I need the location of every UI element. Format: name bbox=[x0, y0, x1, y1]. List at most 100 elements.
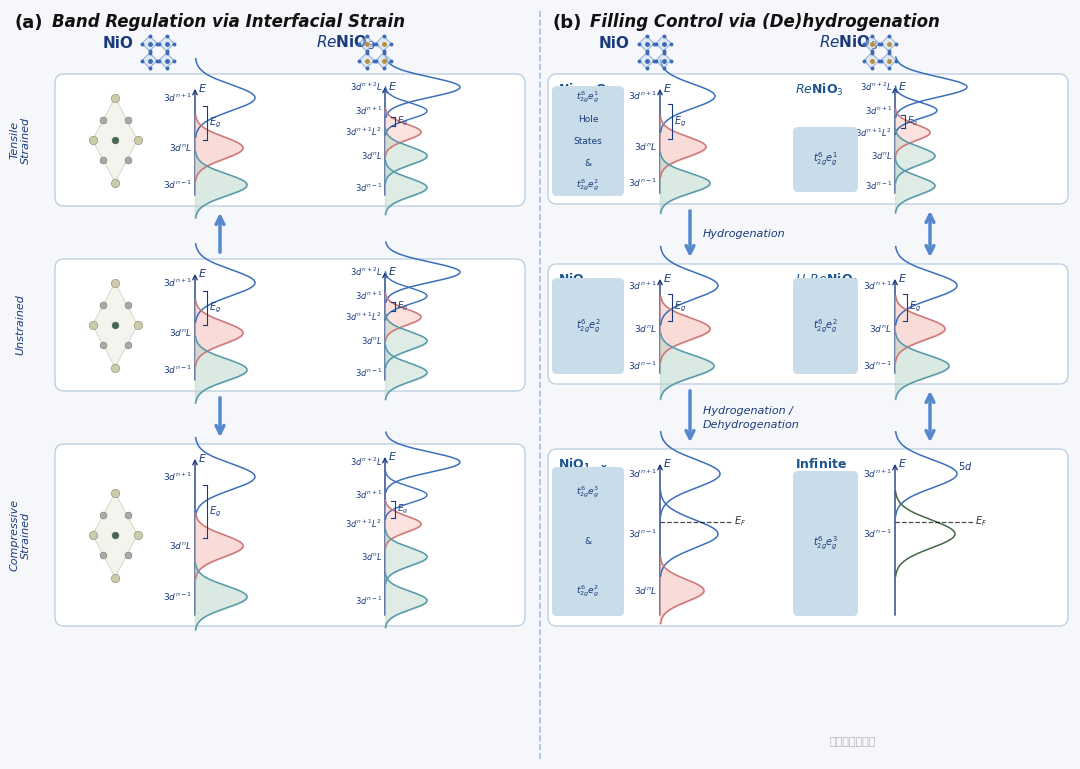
Text: $\mathit{Re}$NiO$_3$: $\mathit{Re}$NiO$_3$ bbox=[819, 34, 877, 52]
Text: $3d^{n+1}L^2$: $3d^{n+1}L^2$ bbox=[346, 518, 382, 531]
Text: $\mathbf{-layer}$: $\mathbf{-layer}$ bbox=[795, 471, 842, 488]
Text: $5d$: $5d$ bbox=[958, 460, 972, 471]
Text: $E_g$: $E_g$ bbox=[907, 115, 918, 128]
Text: $E$: $E$ bbox=[663, 82, 672, 94]
Text: $3d^{n+2}L$: $3d^{n+2}L$ bbox=[350, 266, 382, 278]
Text: $3d^{n+1}$: $3d^{n+1}$ bbox=[354, 290, 382, 302]
Text: $E_g$: $E_g$ bbox=[397, 300, 408, 313]
Text: $3d^{n+1}$: $3d^{n+1}$ bbox=[163, 277, 192, 289]
Text: $t_{2g}^6e_g^2$: $t_{2g}^6e_g^2$ bbox=[577, 584, 599, 599]
FancyBboxPatch shape bbox=[548, 449, 1068, 626]
Text: $E$: $E$ bbox=[388, 265, 397, 277]
Polygon shape bbox=[159, 53, 174, 68]
Polygon shape bbox=[93, 98, 137, 182]
FancyBboxPatch shape bbox=[548, 74, 1068, 204]
Text: $\mathbf{Ni_{1-x}O}$: $\mathbf{Ni_{1-x}O}$ bbox=[558, 82, 608, 98]
Text: Filling Control via (De)hydrogenation: Filling Control via (De)hydrogenation bbox=[590, 13, 940, 31]
Text: $t_{2g}^6e_g^1$: $t_{2g}^6e_g^1$ bbox=[577, 89, 599, 105]
Polygon shape bbox=[359, 36, 374, 52]
Text: (b): (b) bbox=[552, 14, 581, 32]
Text: $3d^{n+1}$: $3d^{n+1}$ bbox=[865, 105, 892, 117]
Polygon shape bbox=[93, 282, 137, 368]
Text: Unstrained: Unstrained bbox=[15, 295, 25, 355]
Text: $3d^nL$: $3d^nL$ bbox=[361, 151, 382, 161]
Text: $t_{2g}^6e_g^3$: $t_{2g}^6e_g^3$ bbox=[577, 484, 599, 500]
Text: $3d^{n+1}L^2$: $3d^{n+1}L^2$ bbox=[855, 126, 892, 138]
Polygon shape bbox=[159, 36, 174, 52]
Text: $\mathit{Re}$NiO$_3$: $\mathit{Re}$NiO$_3$ bbox=[315, 34, 375, 52]
Text: $3d^{n+1}$: $3d^{n+1}$ bbox=[627, 279, 657, 291]
Polygon shape bbox=[656, 36, 671, 52]
Text: $\mathbf{Infinite}$: $\mathbf{Infinite}$ bbox=[795, 457, 848, 471]
Text: $E_F$: $E_F$ bbox=[975, 514, 987, 528]
FancyBboxPatch shape bbox=[793, 471, 858, 616]
Polygon shape bbox=[376, 53, 391, 68]
Text: $3d^{n-1}$: $3d^{n-1}$ bbox=[354, 594, 382, 607]
Text: $3d^nL$: $3d^nL$ bbox=[869, 323, 892, 335]
Polygon shape bbox=[881, 53, 896, 68]
Text: $E_g$: $E_g$ bbox=[210, 115, 221, 130]
Text: $3d^{n-1}$: $3d^{n-1}$ bbox=[163, 364, 192, 376]
Text: $3d^{n+1}L^2$: $3d^{n+1}L^2$ bbox=[346, 126, 382, 138]
Text: $E_g$: $E_g$ bbox=[674, 300, 686, 315]
Text: $3d^{n-1}$: $3d^{n-1}$ bbox=[163, 591, 192, 603]
Text: Band Regulation via Interfacial Strain: Band Regulation via Interfacial Strain bbox=[52, 13, 405, 31]
Text: Compressive
Strained: Compressive Strained bbox=[10, 499, 31, 571]
Polygon shape bbox=[141, 53, 158, 68]
Text: $3d^{n-1}$: $3d^{n-1}$ bbox=[865, 180, 892, 192]
Text: $E$: $E$ bbox=[198, 82, 207, 94]
Polygon shape bbox=[93, 492, 137, 578]
Polygon shape bbox=[864, 36, 879, 52]
Text: $3d^nL$: $3d^nL$ bbox=[170, 541, 192, 551]
FancyBboxPatch shape bbox=[552, 278, 624, 374]
Polygon shape bbox=[881, 36, 896, 52]
Text: $E_g$: $E_g$ bbox=[210, 504, 221, 518]
Text: $3d^{n+1}$: $3d^{n+1}$ bbox=[354, 489, 382, 501]
Text: Tensile
Strained: Tensile Strained bbox=[10, 116, 31, 164]
Polygon shape bbox=[864, 53, 879, 68]
Text: $3d^nL$: $3d^nL$ bbox=[634, 141, 657, 152]
Text: $3d^{n-1}$: $3d^{n-1}$ bbox=[627, 360, 657, 372]
Text: $3d^{n+1}$: $3d^{n+1}$ bbox=[627, 90, 657, 102]
Text: $3d^{n-1}$: $3d^{n-1}$ bbox=[354, 366, 382, 378]
Text: $3d^nL$: $3d^nL$ bbox=[361, 335, 382, 346]
FancyBboxPatch shape bbox=[55, 259, 525, 391]
Text: $3d^{n-1}$: $3d^{n-1}$ bbox=[354, 181, 382, 194]
FancyBboxPatch shape bbox=[552, 86, 624, 196]
FancyBboxPatch shape bbox=[55, 74, 525, 206]
Text: $E$: $E$ bbox=[388, 450, 397, 462]
Text: $E_g$: $E_g$ bbox=[909, 300, 921, 315]
Text: Hole: Hole bbox=[578, 115, 598, 124]
Text: $\mathbf{NiO_{1-x}}$: $\mathbf{NiO_{1-x}}$ bbox=[558, 457, 608, 473]
Text: States: States bbox=[573, 137, 603, 145]
Text: $3d^{n+1}$: $3d^{n+1}$ bbox=[863, 468, 892, 480]
Text: Hydrogenation /: Hydrogenation / bbox=[703, 405, 793, 415]
Text: $E_F$: $E_F$ bbox=[734, 514, 746, 528]
Text: $t_{2g}^6e_g^2$: $t_{2g}^6e_g^2$ bbox=[813, 318, 838, 335]
Text: $t_{2g}^6e_g^3$: $t_{2g}^6e_g^3$ bbox=[813, 534, 838, 552]
Text: $3d^{n-1}$: $3d^{n-1}$ bbox=[863, 528, 892, 540]
Text: $3d^{n+1}$: $3d^{n+1}$ bbox=[163, 471, 192, 483]
Text: $3d^nL$: $3d^nL$ bbox=[870, 151, 892, 161]
Text: $H_x\mathit{Re}$NiO$_3$: $H_x\mathit{Re}$NiO$_3$ bbox=[795, 272, 859, 288]
Text: $E$: $E$ bbox=[897, 457, 907, 469]
Text: (a): (a) bbox=[15, 14, 43, 32]
Polygon shape bbox=[639, 36, 654, 52]
Polygon shape bbox=[639, 53, 654, 68]
Text: $3d^{n-1}$: $3d^{n-1}$ bbox=[627, 528, 657, 540]
Text: NiO: NiO bbox=[598, 35, 630, 51]
Text: $3d^{n+1}$: $3d^{n+1}$ bbox=[627, 468, 657, 480]
Text: $E$: $E$ bbox=[198, 452, 207, 464]
Text: &: & bbox=[584, 537, 592, 546]
FancyBboxPatch shape bbox=[548, 264, 1068, 384]
Text: Hydrogenation: Hydrogenation bbox=[703, 229, 785, 239]
Text: $E_g$: $E_g$ bbox=[397, 503, 408, 516]
Text: $E$: $E$ bbox=[198, 267, 207, 279]
Polygon shape bbox=[359, 53, 374, 68]
Text: $\mathit{Re}$NiO$_3$: $\mathit{Re}$NiO$_3$ bbox=[795, 82, 843, 98]
Text: $3d^{n+1}$: $3d^{n+1}$ bbox=[354, 105, 382, 117]
Polygon shape bbox=[376, 36, 391, 52]
Text: $3d^{n+2}L$: $3d^{n+2}L$ bbox=[350, 456, 382, 468]
FancyBboxPatch shape bbox=[55, 444, 525, 626]
Text: NiO: NiO bbox=[103, 35, 134, 51]
